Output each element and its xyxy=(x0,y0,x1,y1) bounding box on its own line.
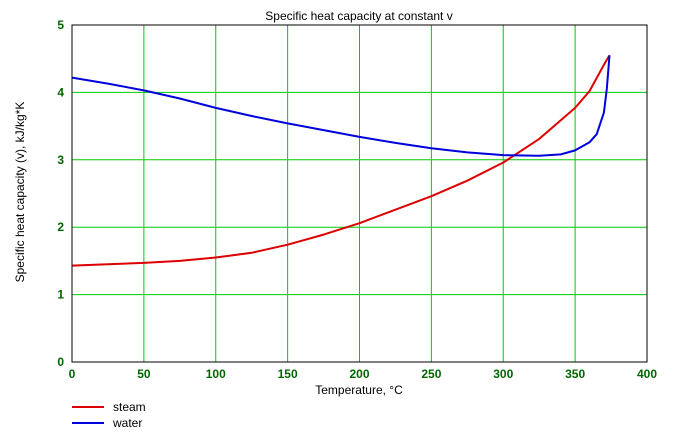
x-tick-label: 200 xyxy=(349,367,369,381)
legend: steam water xyxy=(72,400,146,430)
x-tick-label: 0 xyxy=(69,367,76,381)
grid xyxy=(72,25,647,362)
y-tick-label: 4 xyxy=(57,85,64,99)
x-tick-label: 50 xyxy=(137,367,151,381)
x-tick-label: 250 xyxy=(421,367,441,381)
legend-label-water: water xyxy=(112,416,142,430)
y-tick-label: 0 xyxy=(57,355,64,369)
x-tick-label: 100 xyxy=(206,367,226,381)
x-axis-label: Temperature, °C xyxy=(315,383,403,397)
legend-label-steam: steam xyxy=(113,400,146,414)
y-tick-label: 2 xyxy=(57,220,64,234)
x-tick-label: 300 xyxy=(493,367,513,381)
series-line-steam xyxy=(71,54,611,267)
x-tick-labels: 0 50 100 150 200 250 300 350 400 xyxy=(69,367,658,381)
y-tick-label: 3 xyxy=(57,153,64,167)
chart-title: Specific heat capacity at constant v xyxy=(265,9,452,23)
x-tick-label: 150 xyxy=(278,367,298,381)
y-tick-label: 5 xyxy=(57,18,64,32)
x-tick-label: 350 xyxy=(565,367,585,381)
x-tick-label: 400 xyxy=(637,367,657,381)
y-axis-label: Specific heat capacity (v), kJ/kg*K xyxy=(13,102,27,283)
series-line-water xyxy=(71,55,611,157)
y-tick-labels: 0 1 2 3 4 5 xyxy=(57,18,64,369)
plot-frame xyxy=(71,24,648,363)
y-tick-label: 1 xyxy=(57,288,64,302)
series-lines xyxy=(71,54,611,267)
